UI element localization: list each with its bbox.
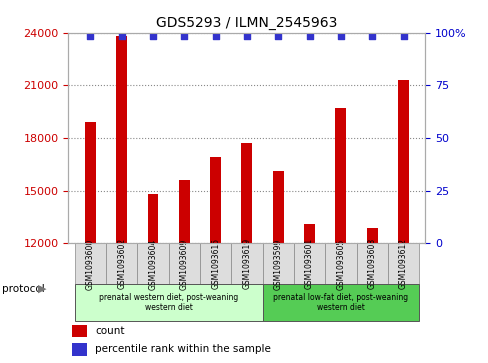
Text: GSM1093600: GSM1093600 (86, 238, 95, 290)
Point (180, 33, 188, 39)
FancyBboxPatch shape (387, 244, 418, 284)
FancyBboxPatch shape (356, 244, 387, 284)
Point (149, 33, 157, 39)
Bar (72, 343, 87, 355)
Text: prenatal low-fat diet, post-weaning
western diet: prenatal low-fat diet, post-weaning west… (273, 293, 407, 312)
Bar (397, 80, 408, 244)
Text: GSM1093604: GSM1093604 (148, 238, 157, 290)
Text: GSM1093599: GSM1093599 (273, 238, 282, 290)
Text: percentile rank within the sample: percentile rank within the sample (95, 344, 270, 354)
Bar (335, 108, 346, 244)
FancyBboxPatch shape (262, 244, 293, 284)
FancyBboxPatch shape (200, 244, 231, 284)
Text: prenatal western diet, post-weaning
western diet: prenatal western diet, post-weaning west… (99, 293, 238, 312)
Point (399, 33, 407, 39)
Point (336, 33, 344, 39)
Bar (72, 325, 87, 337)
Text: GSM1093619: GSM1093619 (242, 238, 251, 289)
FancyBboxPatch shape (231, 244, 262, 284)
FancyBboxPatch shape (75, 244, 106, 284)
Text: GSM1093605: GSM1093605 (336, 238, 345, 290)
Text: count: count (95, 326, 124, 336)
FancyBboxPatch shape (75, 284, 262, 321)
Bar (272, 171, 283, 244)
Bar (366, 228, 377, 244)
Title: GDS5293 / ILMN_2545963: GDS5293 / ILMN_2545963 (156, 16, 337, 30)
Bar (116, 36, 127, 244)
Text: ▶: ▶ (38, 284, 46, 294)
FancyBboxPatch shape (262, 284, 418, 321)
FancyBboxPatch shape (106, 244, 137, 284)
Text: GSM1093602: GSM1093602 (117, 238, 126, 289)
Text: GSM1093601: GSM1093601 (305, 238, 313, 289)
FancyBboxPatch shape (293, 244, 325, 284)
Text: protocol: protocol (2, 284, 45, 294)
FancyBboxPatch shape (325, 244, 356, 284)
Point (118, 33, 125, 39)
Point (243, 33, 250, 39)
Point (367, 33, 375, 39)
Point (211, 33, 219, 39)
Point (305, 33, 313, 39)
FancyBboxPatch shape (168, 244, 200, 284)
Bar (210, 158, 221, 244)
Bar (147, 194, 158, 244)
Bar (179, 180, 189, 244)
Text: GSM1093609: GSM1093609 (180, 238, 188, 290)
FancyBboxPatch shape (137, 244, 168, 284)
Text: GSM1093612: GSM1093612 (398, 238, 407, 289)
Bar (304, 224, 314, 244)
Text: GSM1093608: GSM1093608 (367, 238, 376, 289)
Point (86, 33, 94, 39)
Text: GSM1093615: GSM1093615 (211, 238, 220, 289)
Bar (85, 122, 96, 244)
Point (274, 33, 282, 39)
Bar (241, 143, 252, 244)
